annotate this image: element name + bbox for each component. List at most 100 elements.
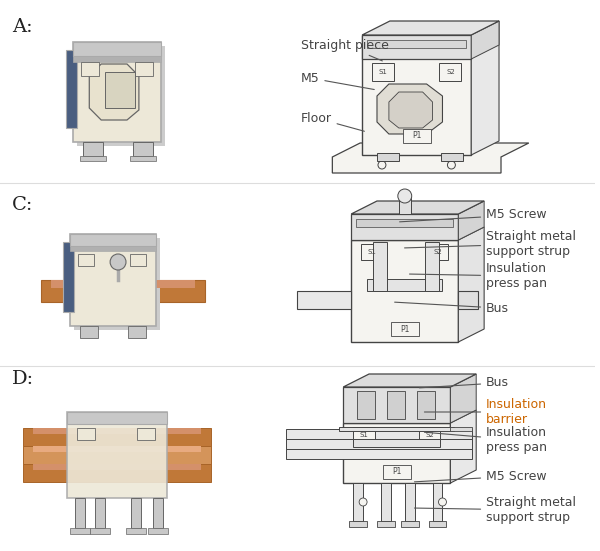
FancyBboxPatch shape xyxy=(33,428,202,434)
FancyBboxPatch shape xyxy=(391,322,419,336)
Text: Straight piece: Straight piece xyxy=(301,39,388,61)
FancyBboxPatch shape xyxy=(433,483,442,521)
Polygon shape xyxy=(89,64,139,120)
FancyBboxPatch shape xyxy=(362,35,471,59)
FancyBboxPatch shape xyxy=(357,391,375,419)
Text: Bus: Bus xyxy=(419,376,509,390)
Polygon shape xyxy=(471,21,499,59)
FancyBboxPatch shape xyxy=(343,423,451,483)
FancyBboxPatch shape xyxy=(351,214,458,240)
FancyBboxPatch shape xyxy=(73,42,161,56)
Text: Insulation
press pan: Insulation press pan xyxy=(424,426,547,454)
Circle shape xyxy=(110,254,126,270)
FancyBboxPatch shape xyxy=(70,234,156,246)
Text: S2: S2 xyxy=(433,249,442,255)
FancyBboxPatch shape xyxy=(80,326,98,338)
FancyBboxPatch shape xyxy=(399,198,411,214)
FancyBboxPatch shape xyxy=(458,291,478,309)
FancyBboxPatch shape xyxy=(67,412,167,424)
FancyBboxPatch shape xyxy=(286,439,472,449)
Polygon shape xyxy=(351,201,484,214)
FancyBboxPatch shape xyxy=(361,244,383,260)
Polygon shape xyxy=(362,21,499,35)
Text: Bus: Bus xyxy=(395,301,509,315)
Text: P1: P1 xyxy=(392,467,401,477)
Text: P1: P1 xyxy=(400,325,409,333)
Text: Insulation
barrier: Insulation barrier xyxy=(424,398,547,426)
FancyBboxPatch shape xyxy=(23,464,211,482)
Polygon shape xyxy=(377,84,442,134)
FancyBboxPatch shape xyxy=(401,521,419,527)
Text: S1: S1 xyxy=(359,432,368,438)
Text: A:: A: xyxy=(12,18,32,36)
Text: S2: S2 xyxy=(425,432,434,438)
FancyBboxPatch shape xyxy=(349,521,367,527)
Circle shape xyxy=(378,161,386,169)
Text: M5 Screw: M5 Screw xyxy=(415,469,547,483)
Text: Straight metal
support strup: Straight metal support strup xyxy=(415,496,576,524)
Text: P1: P1 xyxy=(412,132,421,141)
FancyBboxPatch shape xyxy=(128,326,146,338)
Circle shape xyxy=(439,498,446,506)
FancyBboxPatch shape xyxy=(130,156,156,161)
Text: C:: C: xyxy=(12,196,33,214)
FancyBboxPatch shape xyxy=(419,427,440,443)
FancyBboxPatch shape xyxy=(353,483,363,521)
FancyBboxPatch shape xyxy=(353,427,375,443)
FancyBboxPatch shape xyxy=(79,254,94,266)
Text: M5 Screw: M5 Screw xyxy=(400,208,547,222)
FancyBboxPatch shape xyxy=(137,428,155,440)
FancyBboxPatch shape xyxy=(343,387,451,423)
FancyBboxPatch shape xyxy=(50,280,196,288)
FancyBboxPatch shape xyxy=(367,40,466,48)
FancyBboxPatch shape xyxy=(41,280,205,302)
FancyBboxPatch shape xyxy=(76,498,85,528)
FancyBboxPatch shape xyxy=(70,234,156,326)
Text: D:: D: xyxy=(12,370,34,388)
FancyBboxPatch shape xyxy=(33,464,202,470)
Polygon shape xyxy=(451,410,476,483)
FancyBboxPatch shape xyxy=(90,528,110,534)
FancyBboxPatch shape xyxy=(73,42,161,142)
FancyBboxPatch shape xyxy=(67,412,167,498)
Polygon shape xyxy=(332,143,529,173)
Text: S1: S1 xyxy=(368,249,376,255)
FancyBboxPatch shape xyxy=(296,291,351,309)
FancyBboxPatch shape xyxy=(377,521,395,527)
FancyBboxPatch shape xyxy=(425,242,439,291)
FancyBboxPatch shape xyxy=(427,244,448,260)
FancyBboxPatch shape xyxy=(73,56,161,62)
Circle shape xyxy=(448,161,455,169)
Polygon shape xyxy=(458,227,484,342)
FancyBboxPatch shape xyxy=(126,528,146,534)
FancyBboxPatch shape xyxy=(356,219,454,227)
FancyBboxPatch shape xyxy=(373,242,387,291)
FancyBboxPatch shape xyxy=(351,240,458,342)
FancyBboxPatch shape xyxy=(95,498,105,528)
FancyBboxPatch shape xyxy=(67,50,77,128)
FancyBboxPatch shape xyxy=(131,498,141,528)
FancyBboxPatch shape xyxy=(339,427,454,431)
FancyBboxPatch shape xyxy=(428,521,446,527)
FancyBboxPatch shape xyxy=(381,483,391,521)
Text: Insulation
press pan: Insulation press pan xyxy=(410,262,547,290)
FancyBboxPatch shape xyxy=(135,62,153,76)
FancyBboxPatch shape xyxy=(83,142,103,156)
Text: Floor: Floor xyxy=(301,111,364,131)
FancyBboxPatch shape xyxy=(74,238,160,330)
Polygon shape xyxy=(389,92,433,128)
Polygon shape xyxy=(458,201,484,240)
Text: S1: S1 xyxy=(379,69,388,75)
FancyBboxPatch shape xyxy=(442,153,463,161)
Text: S2: S2 xyxy=(446,69,455,75)
Circle shape xyxy=(359,498,367,506)
FancyBboxPatch shape xyxy=(23,446,211,464)
FancyBboxPatch shape xyxy=(33,446,202,452)
FancyBboxPatch shape xyxy=(362,35,471,155)
Circle shape xyxy=(398,189,412,203)
FancyBboxPatch shape xyxy=(367,279,442,291)
FancyBboxPatch shape xyxy=(451,427,472,431)
FancyBboxPatch shape xyxy=(403,129,431,143)
FancyBboxPatch shape xyxy=(105,72,135,108)
FancyBboxPatch shape xyxy=(130,254,146,266)
